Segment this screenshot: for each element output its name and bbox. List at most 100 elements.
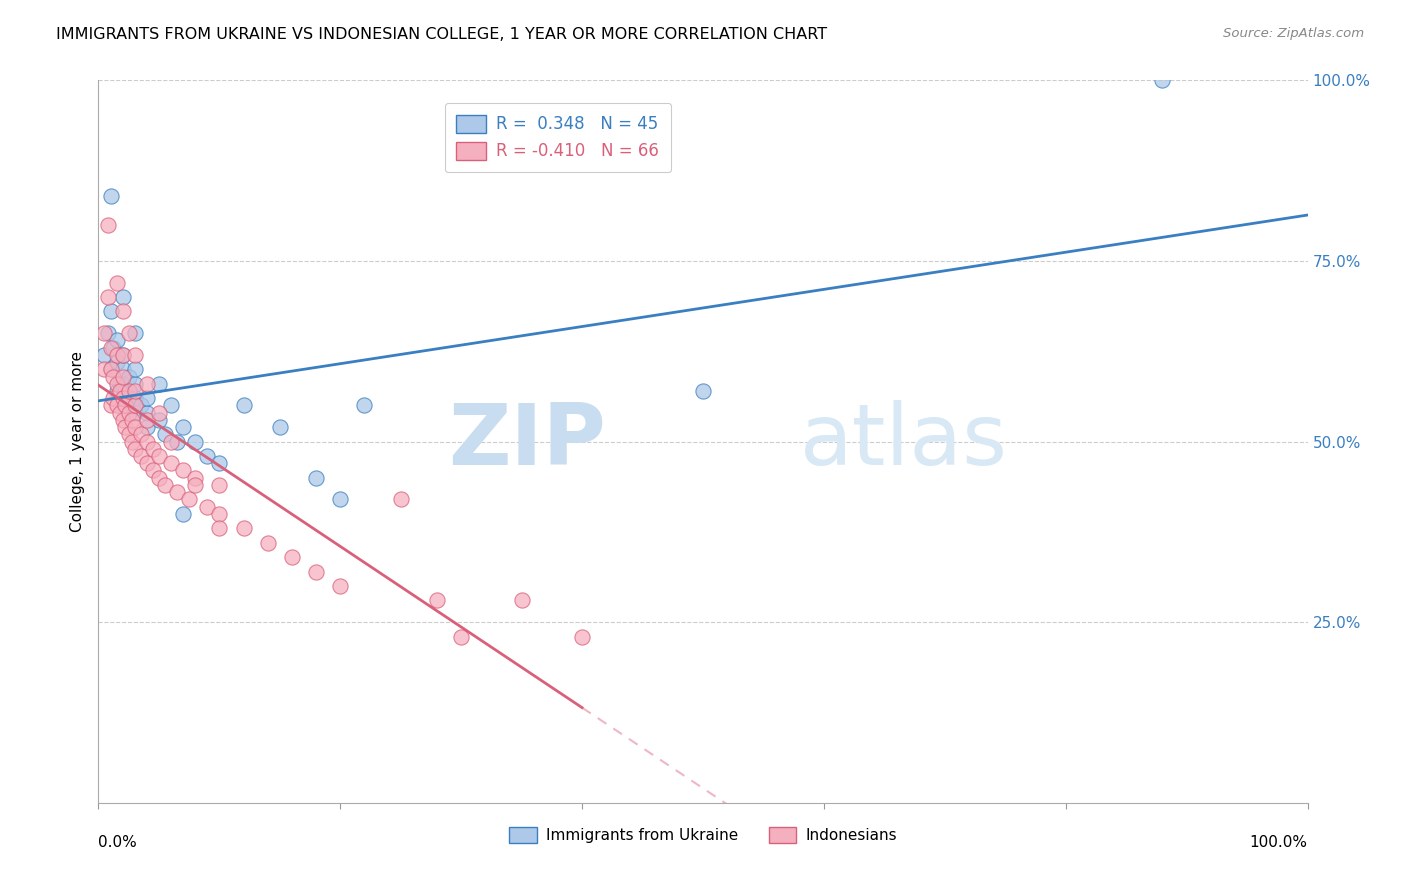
- Text: 100.0%: 100.0%: [1250, 835, 1308, 850]
- Point: [256, 535, 278, 549]
- Point: [160, 434, 183, 449]
- Point: [105, 334, 128, 348]
- Point: [97, 290, 120, 304]
- Text: 0.0%: 0.0%: [98, 835, 138, 850]
- Point: [269, 420, 291, 434]
- Point: [426, 593, 449, 607]
- Point: [105, 355, 128, 369]
- Point: [124, 348, 146, 362]
- Point: [135, 413, 157, 427]
- Point: [118, 427, 141, 442]
- Point: [100, 362, 122, 376]
- Point: [148, 413, 170, 427]
- Point: [114, 420, 136, 434]
- Point: [124, 326, 146, 340]
- Point: [100, 362, 122, 376]
- Point: [118, 384, 141, 398]
- Point: [208, 521, 231, 535]
- Point: [172, 507, 194, 521]
- Point: [101, 369, 124, 384]
- Point: [305, 470, 328, 484]
- Point: [571, 630, 593, 644]
- Point: [105, 276, 128, 290]
- Point: [111, 304, 134, 318]
- Point: [105, 384, 128, 398]
- Point: [111, 391, 134, 405]
- Y-axis label: College, 1 year or more: College, 1 year or more: [70, 351, 86, 532]
- Point: [195, 500, 218, 514]
- Point: [101, 341, 124, 355]
- Point: [100, 398, 122, 412]
- Point: [111, 391, 134, 405]
- Point: [135, 406, 157, 420]
- Point: [305, 565, 328, 579]
- Point: [148, 449, 170, 463]
- Point: [111, 348, 134, 362]
- Point: [118, 406, 141, 420]
- Point: [111, 369, 134, 384]
- Point: [153, 478, 176, 492]
- Point: [153, 427, 176, 442]
- Point: [108, 384, 131, 398]
- Point: [148, 376, 170, 391]
- Point: [124, 406, 146, 420]
- Point: [121, 434, 143, 449]
- Text: Source: ZipAtlas.com: Source: ZipAtlas.com: [1223, 27, 1364, 40]
- Point: [135, 391, 157, 405]
- Text: ZIP: ZIP: [449, 400, 606, 483]
- Point: [105, 398, 128, 412]
- Point: [105, 376, 128, 391]
- Point: [105, 348, 128, 362]
- Point: [121, 413, 143, 427]
- Point: [142, 442, 165, 456]
- Point: [100, 341, 122, 355]
- Point: [124, 362, 146, 376]
- Point: [184, 470, 207, 484]
- Point: [100, 189, 122, 203]
- Point: [166, 434, 188, 449]
- Point: [148, 406, 170, 420]
- Point: [148, 470, 170, 484]
- Legend: Immigrants from Ukraine, Indonesians: Immigrants from Ukraine, Indonesians: [503, 821, 903, 849]
- Point: [692, 384, 714, 398]
- Point: [93, 326, 115, 340]
- Point: [208, 507, 231, 521]
- Point: [135, 434, 157, 449]
- Point: [160, 398, 183, 412]
- Point: [166, 485, 188, 500]
- Point: [129, 398, 152, 412]
- Point: [111, 376, 134, 391]
- Point: [172, 420, 194, 434]
- Point: [111, 348, 134, 362]
- Point: [142, 463, 165, 477]
- Point: [124, 442, 146, 456]
- Point: [118, 326, 141, 340]
- Point: [108, 406, 131, 420]
- Point: [108, 376, 131, 391]
- Point: [111, 290, 134, 304]
- Point: [160, 456, 183, 470]
- Point: [172, 463, 194, 477]
- Point: [389, 492, 412, 507]
- Point: [129, 449, 152, 463]
- Text: atlas: atlas: [800, 400, 1008, 483]
- Point: [97, 326, 120, 340]
- Point: [111, 362, 134, 376]
- Point: [184, 434, 207, 449]
- Point: [118, 391, 141, 405]
- Point: [97, 218, 120, 232]
- Point: [208, 456, 231, 470]
- Point: [124, 398, 146, 412]
- Point: [101, 391, 124, 405]
- Point: [232, 521, 254, 535]
- Point: [135, 456, 157, 470]
- Point: [195, 449, 218, 463]
- Point: [1152, 73, 1174, 87]
- Point: [510, 593, 533, 607]
- Point: [124, 376, 146, 391]
- Point: [329, 579, 352, 593]
- Point: [179, 492, 201, 507]
- Point: [450, 630, 472, 644]
- Point: [124, 391, 146, 405]
- Point: [184, 478, 207, 492]
